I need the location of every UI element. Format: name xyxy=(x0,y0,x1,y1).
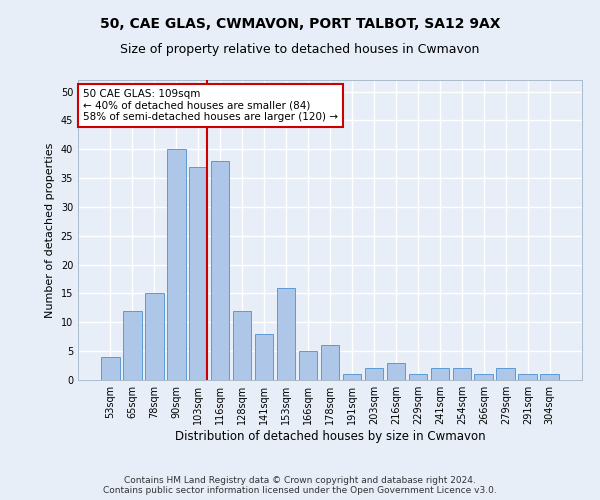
Bar xyxy=(211,161,229,380)
Bar xyxy=(386,362,405,380)
Bar xyxy=(299,351,317,380)
Bar xyxy=(541,374,559,380)
X-axis label: Distribution of detached houses by size in Cwmavon: Distribution of detached houses by size … xyxy=(175,430,485,443)
Bar xyxy=(431,368,449,380)
Bar xyxy=(233,311,251,380)
Bar xyxy=(123,311,142,380)
Bar xyxy=(496,368,515,380)
Text: Size of property relative to detached houses in Cwmavon: Size of property relative to detached ho… xyxy=(121,42,479,56)
Bar xyxy=(409,374,427,380)
Bar xyxy=(320,346,340,380)
Bar xyxy=(475,374,493,380)
Bar xyxy=(452,368,471,380)
Bar xyxy=(343,374,361,380)
Bar xyxy=(518,374,537,380)
Bar xyxy=(167,149,185,380)
Y-axis label: Number of detached properties: Number of detached properties xyxy=(45,142,55,318)
Bar xyxy=(277,288,295,380)
Bar xyxy=(365,368,383,380)
Bar xyxy=(255,334,274,380)
Text: Contains HM Land Registry data © Crown copyright and database right 2024.
Contai: Contains HM Land Registry data © Crown c… xyxy=(103,476,497,495)
Text: 50, CAE GLAS, CWMAVON, PORT TALBOT, SA12 9AX: 50, CAE GLAS, CWMAVON, PORT TALBOT, SA12… xyxy=(100,18,500,32)
Text: 50 CAE GLAS: 109sqm
← 40% of detached houses are smaller (84)
58% of semi-detach: 50 CAE GLAS: 109sqm ← 40% of detached ho… xyxy=(83,89,338,122)
Bar xyxy=(101,357,119,380)
Bar xyxy=(145,294,164,380)
Bar xyxy=(189,166,208,380)
